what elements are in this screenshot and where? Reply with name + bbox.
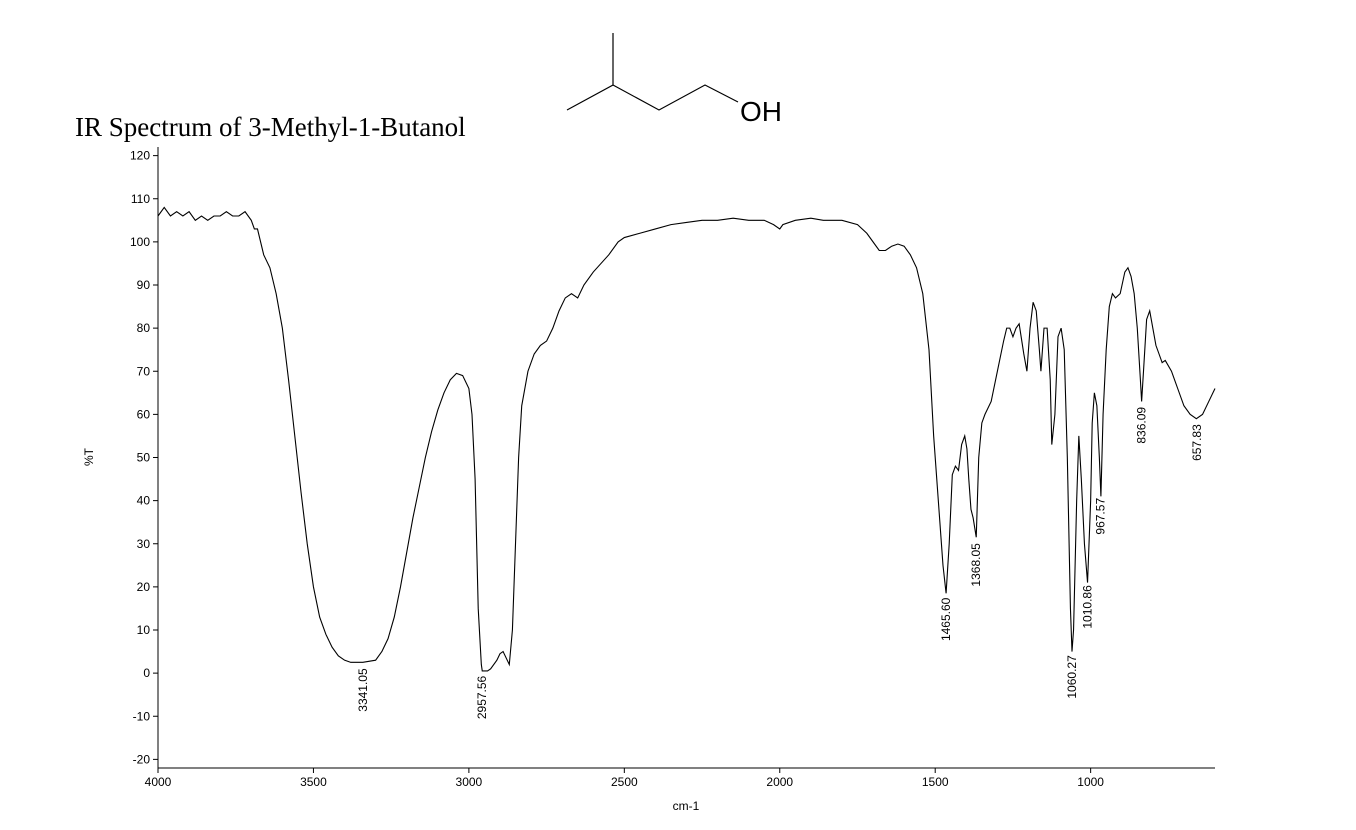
y-tick-label: 10 (137, 623, 151, 637)
y-tick-label: 120 (130, 149, 150, 163)
y-tick-label: -20 (133, 752, 151, 766)
peak-label: 1060.27 (1065, 655, 1079, 699)
y-tick-label: 80 (137, 321, 151, 335)
x-tick-label: 2500 (611, 775, 638, 789)
chart-title: IR Spectrum of 3-Methyl-1-Butanol (75, 112, 466, 142)
structure-label: OH (740, 96, 782, 127)
x-tick-label: 1000 (1077, 775, 1104, 789)
x-tick-label: 4000 (145, 775, 172, 789)
y-tick-label: 40 (137, 494, 151, 508)
peak-label: 3341.05 (356, 668, 370, 712)
y-tick-label: 50 (137, 451, 151, 465)
y-tick-label: 100 (130, 235, 150, 249)
y-tick-label: 0 (143, 666, 150, 680)
y-tick-label: 90 (137, 278, 151, 292)
y-tick-label: -10 (133, 709, 151, 723)
x-tick-label: 1500 (922, 775, 949, 789)
peak-label: 2957.56 (475, 675, 489, 719)
y-tick-label: 60 (137, 407, 151, 421)
peak-label: 967.57 (1094, 498, 1108, 535)
x-tick-label: 2000 (766, 775, 793, 789)
peak-label: 836.09 (1135, 407, 1149, 444)
bond (566, 33, 614, 111)
x-tick-label: 3000 (456, 775, 483, 789)
spectrum-line (157, 206, 1216, 672)
peak-label: 657.83 (1190, 424, 1204, 461)
peak-label: 1368.05 (969, 543, 983, 587)
y-tick-label: 70 (137, 364, 151, 378)
y-tick-label: 30 (137, 537, 151, 551)
bond (612, 84, 739, 111)
y-tick-label: 20 (137, 580, 151, 594)
peak-label: 1010.86 (1080, 585, 1094, 629)
peak-label: 1465.60 (939, 597, 953, 641)
y-axis-label: %T (82, 447, 96, 466)
y-tick-label: 110 (131, 192, 150, 206)
x-tick-label: 3500 (300, 775, 327, 789)
x-axis-label: cm-1 (673, 799, 700, 813)
molecule-structure (566, 33, 739, 111)
